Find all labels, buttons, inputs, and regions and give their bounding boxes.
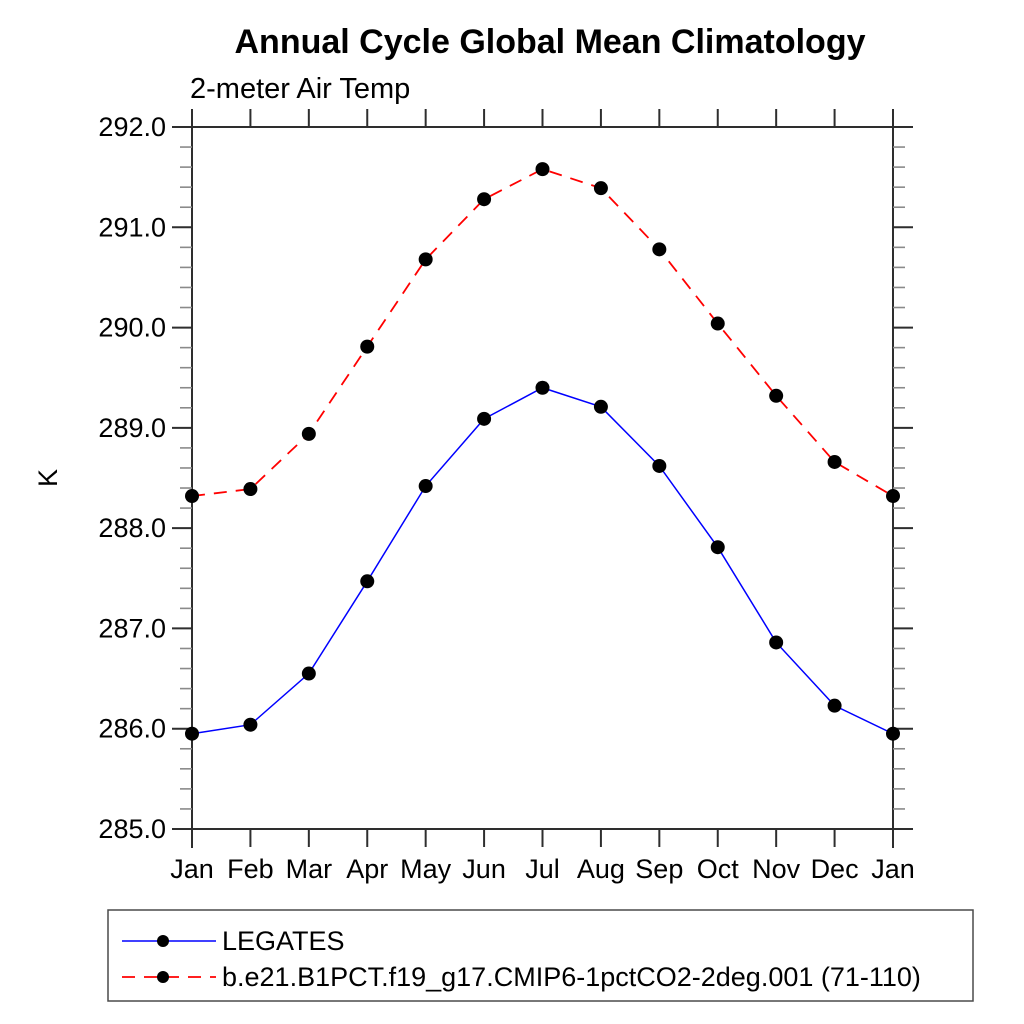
data-point-marker — [243, 717, 258, 732]
legend-box — [107, 909, 974, 1002]
y-tick-label: 291.0 — [98, 212, 166, 242]
data-point-marker — [593, 181, 608, 196]
data-point-marker — [827, 698, 842, 713]
data-point-marker — [652, 242, 667, 257]
legend-marker-dot-icon — [157, 971, 169, 983]
x-tick-label: Dec — [811, 854, 859, 884]
x-tick-label: Jan — [170, 854, 214, 884]
legend-item-model: b.e21.B1PCT.f19_g17.CMIP6-1pctCO2-2deg.0… — [122, 962, 921, 992]
x-tick-label: Oct — [697, 854, 740, 884]
data-point-marker — [360, 574, 375, 589]
data-point-marker — [418, 479, 433, 494]
x-tick-label: Jun — [462, 854, 506, 884]
chart-title: Annual Cycle Global Mean Climatology — [235, 23, 866, 61]
data-point-marker — [886, 726, 900, 741]
data-point-marker — [360, 339, 375, 354]
y-tick-label: 286.0 — [98, 714, 166, 744]
data-point-marker — [301, 666, 316, 681]
y-tick-label: 289.0 — [98, 413, 166, 443]
y-tick-label: 287.0 — [98, 613, 166, 643]
data-point-marker — [769, 635, 784, 650]
x-tick-label: Mar — [286, 854, 333, 884]
y-tick-label: 288.0 — [98, 513, 166, 543]
legend-label-model: b.e21.B1PCT.f19_g17.CMIP6-1pctCO2-2deg.0… — [222, 962, 921, 992]
plot-axes — [172, 109, 913, 848]
data-point-marker — [301, 426, 316, 441]
x-tick-label: Aug — [577, 854, 625, 884]
x-tick-label: Nov — [752, 854, 801, 884]
data-point-marker — [418, 252, 433, 267]
series-markers — [185, 162, 900, 741]
data-point-marker — [185, 489, 199, 504]
x-tick-label: Apr — [346, 854, 388, 884]
y-tick-label: 290.0 — [98, 313, 166, 343]
data-point-marker — [243, 482, 258, 497]
data-point-marker — [886, 489, 900, 504]
x-tick-label: May — [400, 854, 452, 884]
data-point-marker — [769, 388, 784, 403]
data-point-marker — [535, 380, 550, 395]
data-point-marker — [535, 162, 550, 177]
legend-label-legates: LEGATES — [222, 926, 345, 956]
y-axis-unit-label: K — [33, 469, 63, 487]
data-point-marker — [710, 540, 725, 555]
x-tick-label: Jan — [871, 854, 915, 884]
data-point-marker — [477, 192, 492, 207]
data-point-marker — [710, 316, 725, 331]
axis-tick-labels: 285.0 286.0 287.0 288.0 289.0 290.0 291.0 292.0… — [98, 112, 914, 884]
chart-subtitle: 2-meter Air Temp — [190, 73, 410, 105]
data-point-marker — [652, 458, 667, 473]
data-point-marker — [477, 411, 492, 426]
x-tick-label: Sep — [635, 854, 683, 884]
legend: LEGATES b.e21.B1PCT.f19_g17.CMIP6-1pctCO… — [107, 909, 974, 1002]
data-point-marker — [593, 399, 608, 414]
x-tick-label: Feb — [227, 854, 274, 884]
x-tick-label: Jul — [525, 854, 560, 884]
series-line-dashed — [191, 168, 894, 497]
data-point-marker — [185, 726, 199, 741]
legend-item-legates: LEGATES — [122, 926, 345, 956]
series-line-solid — [191, 386, 894, 735]
series-lines — [191, 168, 894, 735]
data-point-marker — [827, 454, 842, 469]
y-tick-label: 285.0 — [98, 814, 166, 844]
legend-marker-dot-icon — [157, 935, 169, 947]
y-tick-label: 292.0 — [98, 112, 166, 142]
